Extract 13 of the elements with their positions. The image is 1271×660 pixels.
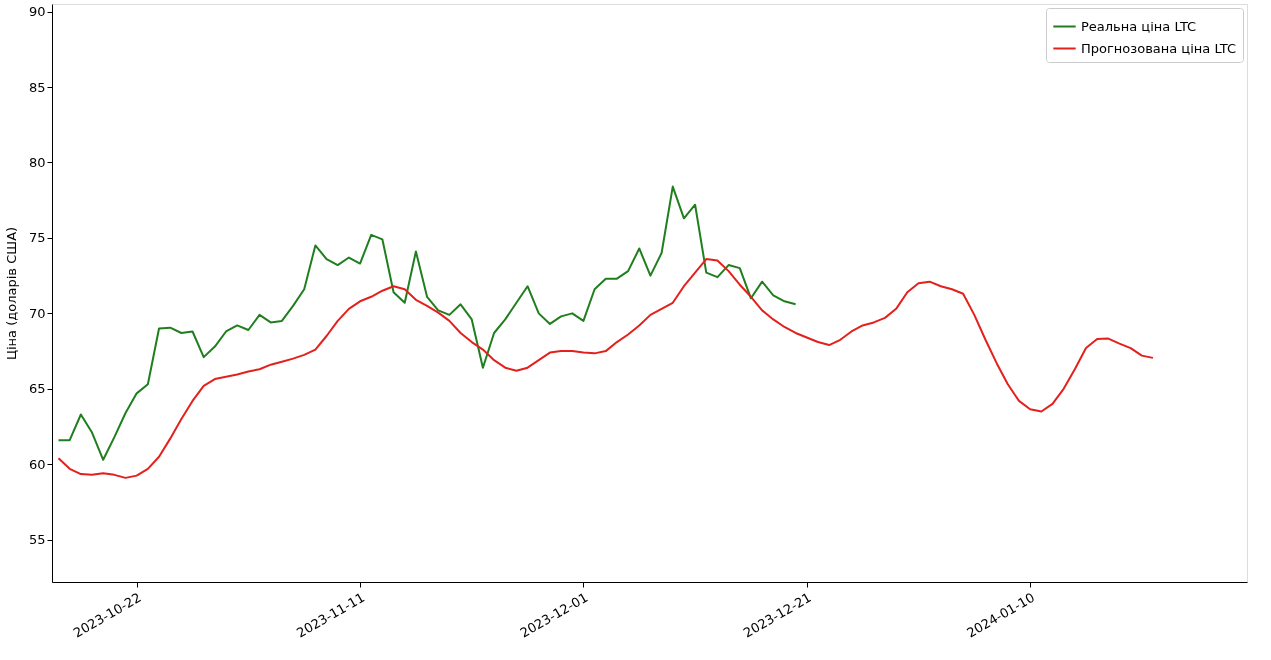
y-tick-label: 65 xyxy=(28,381,46,397)
y-axis-title: Ціна (доларів США) xyxy=(3,226,19,361)
y-tick-label: 90 xyxy=(28,4,46,20)
line-series xyxy=(57,258,1154,479)
legend-label: Прогнозована ціна LTC xyxy=(1081,40,1237,56)
legend-label: Реальна ціна LTC xyxy=(1081,18,1197,34)
y-tick-label: 85 xyxy=(28,79,46,95)
y-tick-label: 60 xyxy=(28,456,46,472)
line-series xyxy=(57,185,797,461)
y-tick-label: 75 xyxy=(28,230,46,246)
y-tick-label: 55 xyxy=(28,532,46,548)
y-tick-label: 80 xyxy=(28,154,46,170)
y-tick-label: 70 xyxy=(28,305,46,321)
